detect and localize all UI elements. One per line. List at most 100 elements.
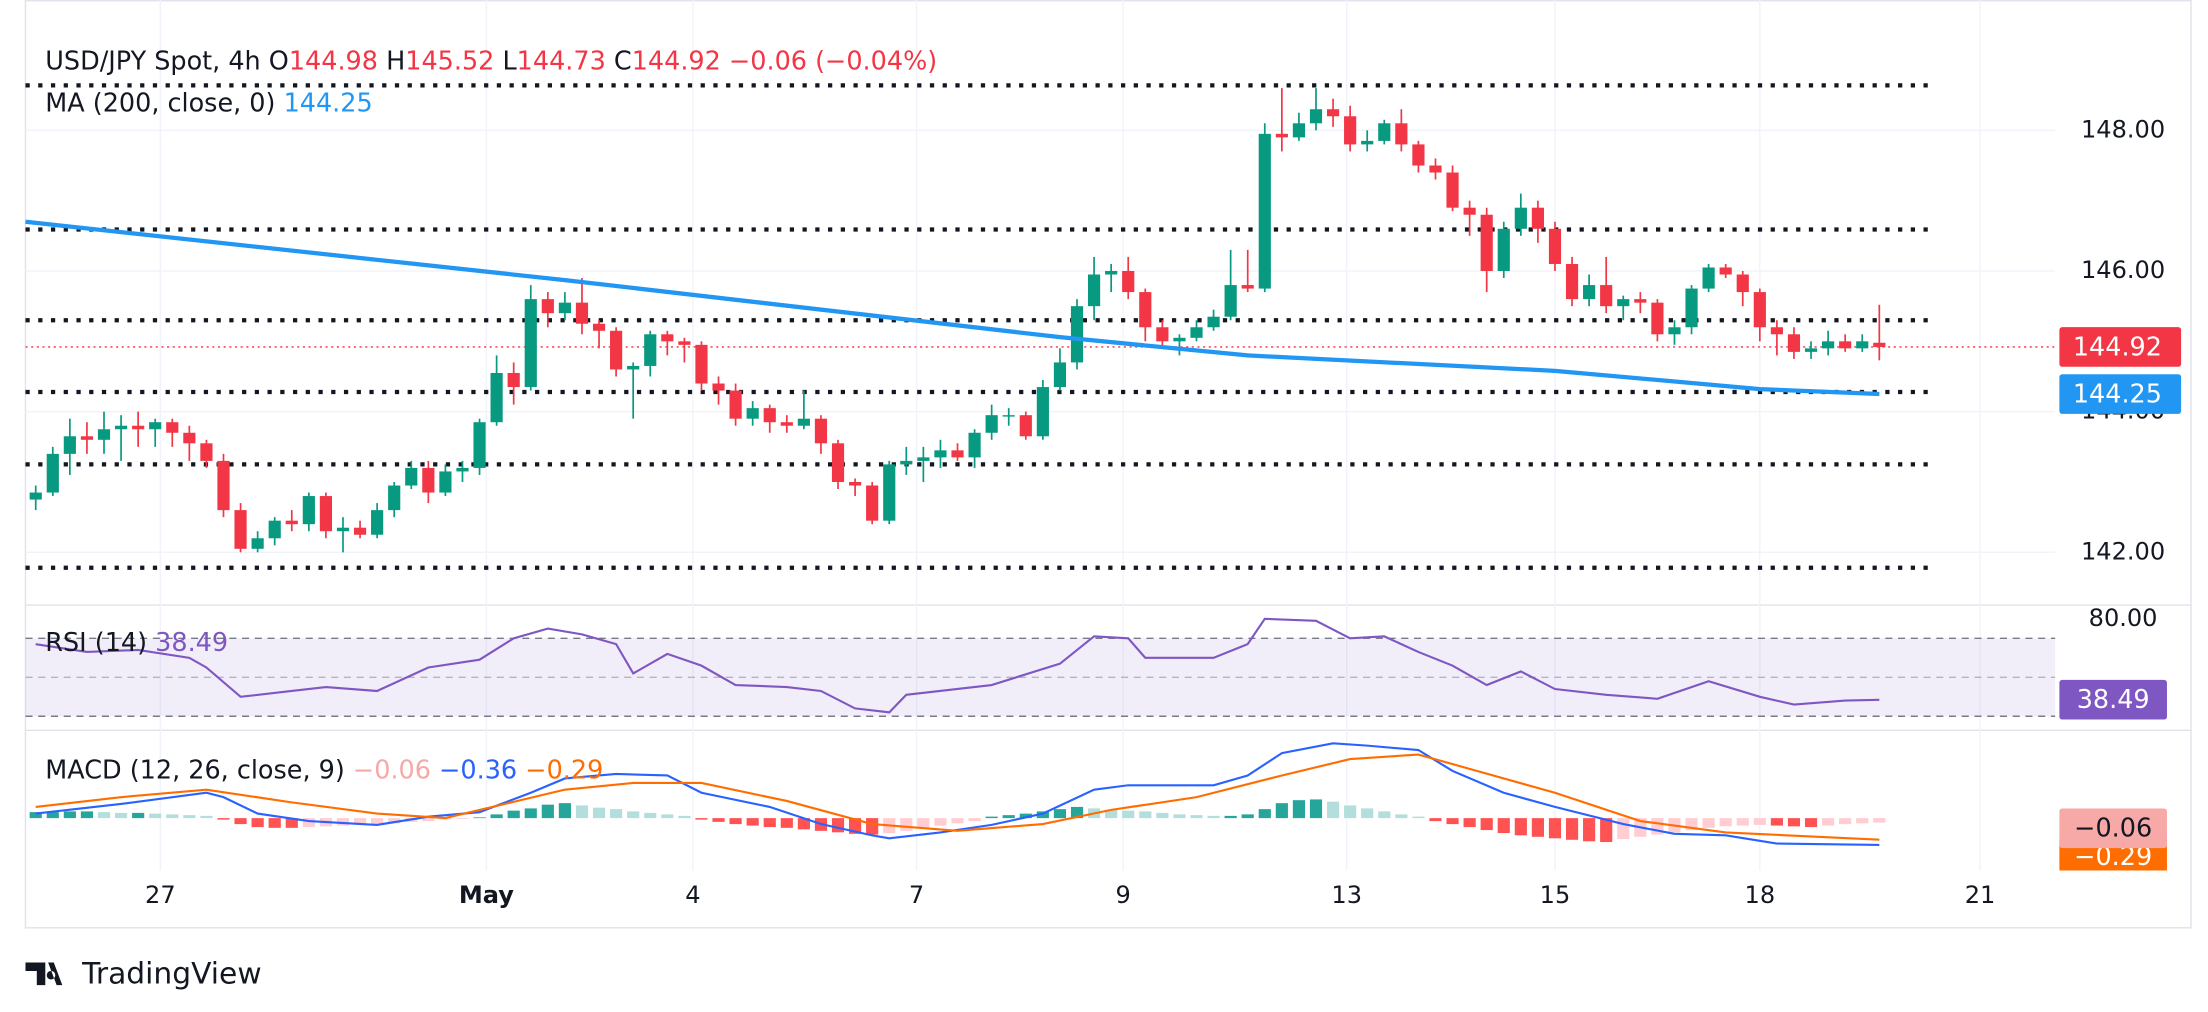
macd-name: MACD (12, 26, close, 9) [45,755,345,785]
candle-body [1565,263,1579,300]
ohlc-value: 144.73 [517,46,606,76]
ohlc-value: 144.98 [289,46,378,76]
macd-histogram-bar [1344,805,1357,819]
macd-histogram-bar [217,818,230,820]
macd-histogram-bar [1002,815,1015,819]
candle-body [1753,292,1766,328]
rsi-legend: RSI (14) 38.49 [45,628,228,658]
candle-body [1412,144,1425,166]
candle-body [1224,285,1237,317]
candle-body [490,372,503,423]
macd-histogram-bar [302,818,315,828]
candle-body [63,436,76,454]
candle-body [934,450,947,458]
x-tick-label: 7 [909,881,924,909]
candle-body [968,432,981,458]
macd-histogram-bar [251,818,264,828]
macd-histogram-bar [1292,800,1306,819]
candle-body [1207,316,1220,328]
candle-body [1736,274,1749,293]
rsi-box-label: 38.49 [2077,685,2150,715]
macd-histogram-bar [114,812,128,819]
macd-histogram-bar [1480,818,1493,831]
brand: TradingView [81,957,262,992]
candle-body [1190,327,1203,338]
candle-body [1036,387,1049,437]
ohlc-key: L [502,46,517,76]
macd-histogram-bar [1173,814,1186,819]
macd-box [2059,808,2167,849]
ma-price-label: 144.25 [2073,379,2162,409]
candle-body [592,323,606,331]
macd-histogram-bar [610,809,623,819]
macd-histogram-bar [388,818,401,824]
candle-body [166,422,179,433]
ma-legend: MA (200, close, 0) 144.25 [45,89,372,119]
change: −0.06 (−0.04%) [729,46,937,76]
x-tick-label: 18 [1745,881,1776,909]
macd-histogram-bar [1531,818,1544,837]
macd-histogram-bar [729,818,742,825]
ma-name: MA (200, close, 0) [45,89,275,119]
candle-body [1702,267,1715,289]
macd-histogram-bar [934,818,947,826]
macd-histogram-bar [968,818,981,822]
candle-body [1309,109,1323,124]
candle-body [251,538,264,549]
x-tick-label: 9 [1115,881,1130,909]
candle-body [80,436,94,440]
macd-histogram-bar [1139,811,1152,819]
axis: 142.00144.00146.00148.00144.92144.2580.0… [2059,115,2182,871]
macd-histogram-bar [1497,818,1510,834]
x-tick-label: 21 [1965,881,1996,909]
candle-body [422,467,435,493]
macd-histogram-bar [1787,818,1801,827]
candle-body [1122,270,1135,293]
last-price-box [2059,327,2182,367]
candle-body [695,344,708,384]
signal-value: −0.29 [525,755,603,785]
macd-histogram-bar [183,815,196,819]
macd-histogram-bar [917,818,930,829]
candle-body [951,450,964,458]
candle-body [1583,285,1596,300]
candle-body [900,460,913,465]
candle-body [1378,123,1391,141]
price-legend: USD/JPY Spot, 4h O144.98 H145.52 L144.73… [45,46,937,76]
candle-body [1139,292,1152,328]
macd-histogram-bar [900,818,913,831]
macd-histogram-bar [1839,818,1852,825]
macd-histogram-bar [712,818,725,822]
candle-body [917,457,930,461]
candle-body [1361,140,1374,145]
macd-histogram-bar [1019,813,1032,819]
candle-body [1651,302,1664,335]
candle-body [1053,362,1067,388]
macd-histogram-bar [661,814,674,819]
candle-body [1668,327,1681,335]
candle-body [1685,288,1698,328]
candle-body [644,334,657,366]
candle-body [831,443,845,482]
macd-histogram-bar [1702,818,1715,828]
macd-histogram-bar [1548,818,1562,839]
candle-body [1429,165,1442,173]
macd-histogram-bar [951,818,964,824]
last-price-label: 144.92 [2073,332,2162,362]
candle-body [234,510,247,549]
candle-body [541,299,554,314]
candle-body [183,432,196,444]
macd-histogram-bar [1719,818,1732,827]
macd-histogram-bar [1122,810,1135,819]
macd-histogram-bar [644,812,657,819]
macd-histogram-bar [1224,815,1237,819]
macd-histogram-bar [780,818,793,828]
y-tick-label: 146.00 [2081,256,2165,284]
candle-body [712,383,725,391]
ma-line [25,219,1880,397]
ohlc-key: O [269,46,289,76]
macd-histogram-bar [831,818,845,833]
macd-histogram-bar [558,803,571,819]
